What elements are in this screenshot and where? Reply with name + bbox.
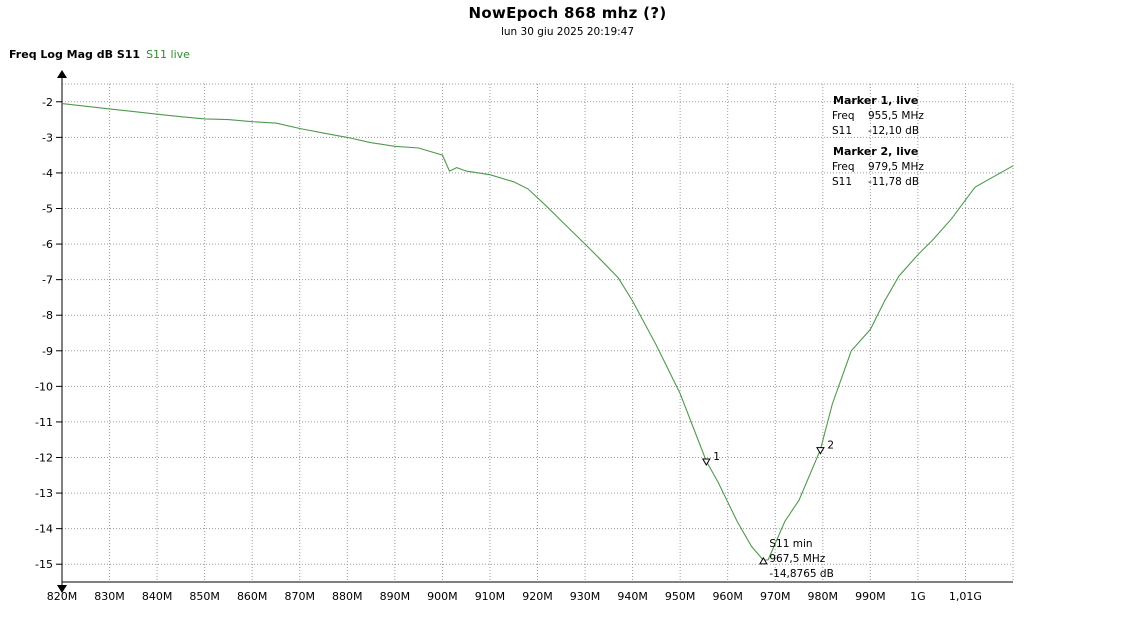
min-annotation-line: S11 min xyxy=(769,538,812,550)
y-tick-label: -2 xyxy=(42,96,53,109)
x-tick-label: 880M xyxy=(332,590,363,603)
y-tick-label: -7 xyxy=(42,274,53,287)
chart-timestamp: lun 30 giu 2025 20:19:47 xyxy=(500,26,635,38)
min-annotation-line: -14,8765 dB xyxy=(769,568,833,580)
x-tick-label: 900M xyxy=(427,590,458,603)
marker-box-title: Marker 1, live xyxy=(833,94,918,107)
x-tick-label: 960M xyxy=(712,590,743,603)
axes xyxy=(56,70,1013,593)
marker-box-param-value: -12,10 dB xyxy=(868,125,919,137)
y-tick-label: -12 xyxy=(35,452,53,465)
y-tick-label: -10 xyxy=(35,380,53,393)
markers-group[interactable]: 1 2 S11 min 967,5 MHz -14,8765 dB xyxy=(701,440,834,580)
x-tick-label: 980M xyxy=(808,590,839,603)
x-tick-label: 840M xyxy=(142,590,173,603)
x-tick-label: 920M xyxy=(522,590,553,603)
marker-box-freq-label: Freq xyxy=(832,161,855,173)
marker-2-label: 2 xyxy=(827,440,834,452)
y-tick-label: -15 xyxy=(35,558,53,571)
marker-1-icon[interactable] xyxy=(701,458,711,467)
x-tick-label: 970M xyxy=(760,590,791,603)
x-tick-label: 860M xyxy=(237,590,268,603)
marker-box-param-label: S11 xyxy=(832,176,852,188)
scale-up-arrow-icon[interactable] xyxy=(57,70,67,78)
tick-labels: 820M 830M 840M 850M 860M 870M 880M 890M 900M 910M… xyxy=(35,96,982,603)
y-tick-label: -11 xyxy=(35,416,53,429)
x-tick-label: 850M xyxy=(189,590,220,603)
y-tick-label: -14 xyxy=(35,523,53,536)
trace-label[interactable]: S11 live xyxy=(146,48,190,61)
min-marker-icon[interactable] xyxy=(758,556,768,565)
x-tick-label: 930M xyxy=(570,590,601,603)
marker-box-freq-label: Freq xyxy=(832,110,855,122)
x-tick-label: 870M xyxy=(285,590,316,603)
min-annotation-line: 967,5 MHz xyxy=(769,553,825,565)
trace-header: Freq Log Mag dB S11 S11 live xyxy=(9,48,190,61)
marker-box-param-value: -11,78 dB xyxy=(868,176,919,188)
marker-box-param-label: S11 xyxy=(832,125,852,137)
y-tick-label: -8 xyxy=(42,309,53,322)
scale-down-arrow-icon[interactable] xyxy=(57,585,67,593)
y-tick-label: -6 xyxy=(42,238,53,251)
x-tick-label: 910M xyxy=(475,590,506,603)
marker-box-freq-value: 979,5 MHz xyxy=(868,161,924,173)
x-tick-label: 890M xyxy=(380,590,411,603)
chart-title: NowEpoch 868 mhz (?) xyxy=(468,4,667,22)
y-tick-label: -13 xyxy=(35,487,53,500)
marker-box-title: Marker 2, live xyxy=(833,145,918,158)
x-tick-label: 940M xyxy=(617,590,648,603)
x-tick-label: 950M xyxy=(665,590,696,603)
grid xyxy=(61,83,1014,582)
marker-readout: Marker 1, live Freq 955,5 MHz S11 -12,10 dB M… xyxy=(832,94,924,188)
y-tick-label: -9 xyxy=(42,345,53,358)
x-tick-label: 990M xyxy=(855,590,886,603)
x-tick-label: 830M xyxy=(94,590,125,603)
y-tick-label: -5 xyxy=(42,203,53,216)
s11-trace-line xyxy=(61,103,1014,561)
x-tick-label: 1G xyxy=(910,590,926,603)
trace-group xyxy=(61,103,1014,561)
format-label: Freq Log Mag dB S11 xyxy=(9,48,141,61)
marker-1-label: 1 xyxy=(713,451,720,463)
y-tick-label: -3 xyxy=(42,131,53,144)
marker-2-icon[interactable] xyxy=(816,447,825,455)
x-tick-label: 820M xyxy=(47,590,78,603)
y-tick-label: -4 xyxy=(42,167,53,180)
x-tick-label: 1,01G xyxy=(949,590,982,603)
marker-box-freq-value: 955,5 MHz xyxy=(868,110,924,122)
